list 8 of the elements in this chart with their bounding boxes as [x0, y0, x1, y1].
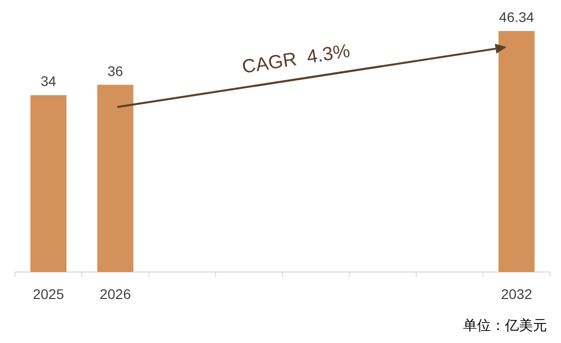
annotation: CAGR 4.3%: [240, 40, 352, 78]
data-label: 34: [40, 73, 56, 90]
data-label: 46.34: [499, 9, 534, 25]
x-tick-label: 2025: [32, 286, 64, 302]
x-tick-label: 2026: [100, 286, 132, 302]
x-tick-label: 2032: [500, 286, 532, 302]
data-label: 36: [108, 62, 124, 79]
text: 单位：亿美元: [463, 317, 547, 333]
